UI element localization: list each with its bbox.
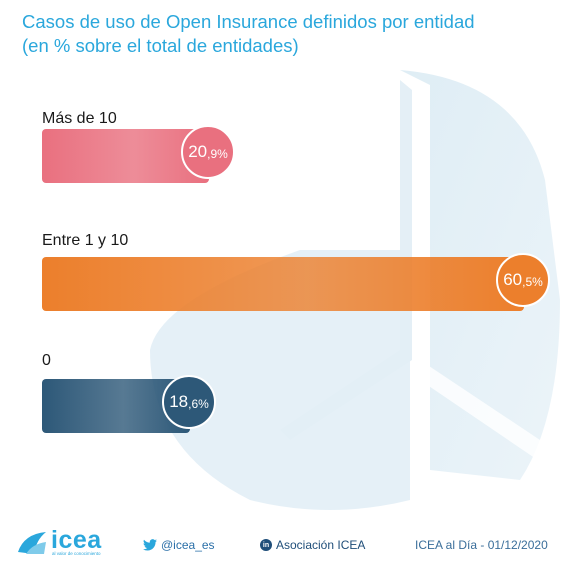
date-text: ICEA al Día - 01/12/2020 — [415, 538, 548, 552]
bar: 20,9% — [42, 125, 235, 183]
data-label-decimal: ,5% — [522, 275, 543, 289]
twitter-bird-icon — [143, 539, 157, 551]
logo-text: icea — [51, 526, 102, 554]
data-label: 60,5% — [496, 253, 550, 307]
linkedin-icon: in — [260, 539, 272, 551]
data-label: 20,9% — [181, 125, 235, 179]
icea-logo: icea al valor de conocimiento — [16, 524, 106, 558]
twitter-link[interactable]: @icea_es — [143, 538, 215, 552]
title-line-1: Casos de uso de Open Insurance definidos… — [22, 11, 475, 32]
data-label-integer: 18 — [169, 392, 189, 411]
chart-title: Casos de uso de Open Insurance definidos… — [22, 10, 552, 58]
data-label-integer: 20 — [188, 142, 208, 161]
footer: icea al valor de conocimiento @icea_es i… — [0, 524, 567, 564]
twitter-handle: @icea_es — [161, 538, 215, 552]
data-label-decimal: ,9% — [207, 147, 228, 161]
logo-tagline: al valor de conocimiento — [52, 551, 101, 556]
bar: 60,5% — [42, 253, 550, 311]
linkedin-name: Asociación ICEA — [276, 538, 366, 552]
data-label-decimal: ,6% — [188, 397, 209, 411]
data-label: 18,6% — [162, 375, 216, 429]
category-label: 0 — [42, 352, 51, 369]
subtitle-line: (en % sobre el total de entidades) — [22, 35, 299, 56]
category-label: Entre 1 y 10 — [42, 232, 129, 249]
linkedin-link[interactable]: in Asociación ICEA — [260, 538, 365, 552]
data-label-integer: 60 — [503, 270, 523, 289]
bar: 18,6% — [42, 375, 216, 433]
category-label: Más de 10 — [42, 110, 117, 127]
icea-logo-icon — [18, 532, 46, 554]
